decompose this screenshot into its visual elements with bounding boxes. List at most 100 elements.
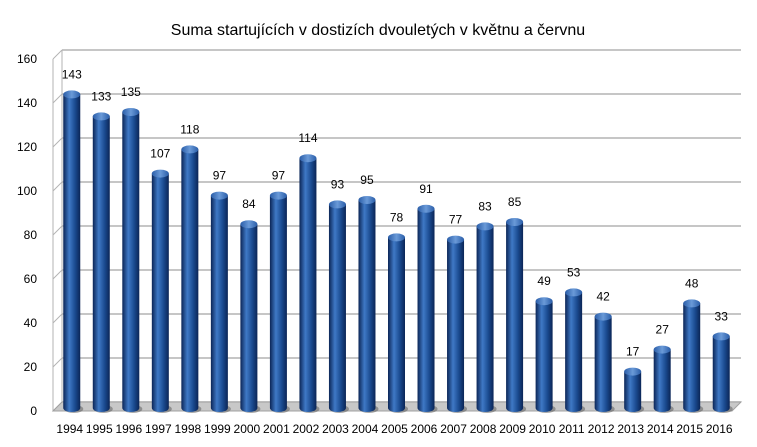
bar-2007 (447, 235, 468, 413)
bar-cap (417, 204, 435, 213)
bar-2011 (565, 288, 586, 413)
bar-body (328, 204, 346, 412)
bar-cap (624, 367, 642, 376)
bar-body (535, 301, 553, 412)
data-label: 33 (715, 309, 729, 323)
data-label: 97 (213, 169, 227, 183)
bar-2014 (653, 345, 674, 413)
gridline-diag (52, 313, 63, 324)
data-label: 97 (272, 169, 286, 183)
bar-body (240, 224, 258, 412)
bar-cap (63, 90, 81, 99)
bar-cap (565, 288, 583, 297)
data-label: 84 (242, 197, 256, 211)
y-tick-label: 120 (17, 140, 37, 154)
x-tick-label: 1998 (174, 422, 201, 436)
x-tick-label: 2009 (499, 422, 526, 436)
bar-cap (122, 108, 140, 116)
bar-body (92, 116, 110, 413)
bar-body (594, 316, 612, 412)
bar-cap (447, 235, 465, 244)
data-label: 17 (626, 345, 640, 359)
data-label: 118 (180, 122, 199, 136)
y-tick-label: 100 (17, 184, 37, 198)
bar-body (653, 349, 671, 412)
y-tick-label: 140 (17, 96, 37, 110)
bar-body (447, 239, 465, 412)
bar-2000 (240, 220, 261, 413)
bar-2002 (299, 154, 320, 413)
y-tick-label: 160 (17, 52, 37, 66)
data-label: 107 (150, 147, 170, 161)
x-axis: 1994 1995 1996 1997 1998 1999 2000 2001 2002 2003… (56, 422, 732, 436)
y-tick-label: 60 (24, 272, 38, 286)
gridline-diag (52, 137, 63, 148)
data-label: 133 (91, 89, 111, 103)
bar-1998 (181, 145, 202, 413)
data-label: 135 (121, 85, 141, 99)
data-label: 91 (419, 182, 433, 196)
bar-1995 (92, 112, 113, 413)
bar-body (269, 195, 287, 412)
x-tick-label: 1999 (204, 422, 231, 436)
bar-2013 (624, 367, 645, 413)
data-label: 53 (567, 265, 581, 279)
bar-2003 (328, 200, 349, 413)
bar-body (712, 336, 730, 412)
x-tick-label: 2008 (470, 422, 497, 436)
bar-2001 (269, 191, 290, 413)
bar-body (151, 173, 169, 412)
bar-body (122, 112, 140, 412)
x-tick-label: 2016 (706, 422, 733, 436)
y-tick-label: 20 (24, 360, 38, 374)
x-tick-label: 1995 (86, 422, 113, 436)
x-tick-label: 2014 (647, 422, 674, 436)
x-tick-label: 2012 (588, 422, 615, 436)
bar-2015 (683, 299, 704, 413)
x-tick-label: 1996 (115, 422, 142, 436)
x-tick-label: 2006 (411, 422, 438, 436)
x-tick-label: 1997 (145, 422, 172, 436)
gridline-diag (52, 269, 63, 280)
bar-cap (476, 222, 494, 231)
gridline-diag (52, 49, 63, 60)
gridline-diag (52, 357, 63, 368)
data-label: 42 (596, 290, 610, 304)
bar-body (506, 222, 524, 412)
x-tick-label: 2007 (440, 422, 467, 436)
x-tick-label: 2011 (559, 422, 585, 436)
data-label: 114 (298, 131, 317, 145)
bar-body (388, 237, 405, 412)
bar-cap (712, 332, 730, 341)
bar-cap (683, 299, 701, 308)
data-label: 83 (478, 199, 492, 213)
y-tick-label: 40 (24, 316, 38, 330)
x-tick-label: 2010 (529, 422, 556, 436)
gridline-diag (52, 225, 63, 236)
bar-cap (328, 200, 346, 209)
bar-cap (535, 297, 553, 306)
y-tick-label: 0 (30, 404, 37, 418)
bar-2005 (388, 233, 408, 413)
bar-body (63, 94, 81, 413)
x-tick-label: 2015 (676, 422, 703, 436)
data-label: 49 (537, 274, 551, 288)
data-label: 78 (390, 210, 404, 224)
bar-1994 (63, 90, 84, 413)
bar-body (565, 292, 583, 412)
gridline-diag (52, 93, 63, 104)
bar-1997 (151, 169, 172, 413)
y-tick-label: 80 (24, 228, 38, 242)
data-label: 48 (685, 276, 699, 290)
data-label: 85 (508, 195, 522, 209)
bar-cap (299, 154, 317, 163)
bar-cap (269, 191, 287, 200)
bar-cap (92, 112, 110, 121)
bar-cap (210, 191, 228, 200)
data-label: 77 (449, 213, 463, 227)
bar-2010 (535, 297, 556, 413)
bar-1996 (122, 108, 143, 413)
bar-2012 (594, 312, 615, 413)
data-label: 143 (62, 67, 82, 81)
